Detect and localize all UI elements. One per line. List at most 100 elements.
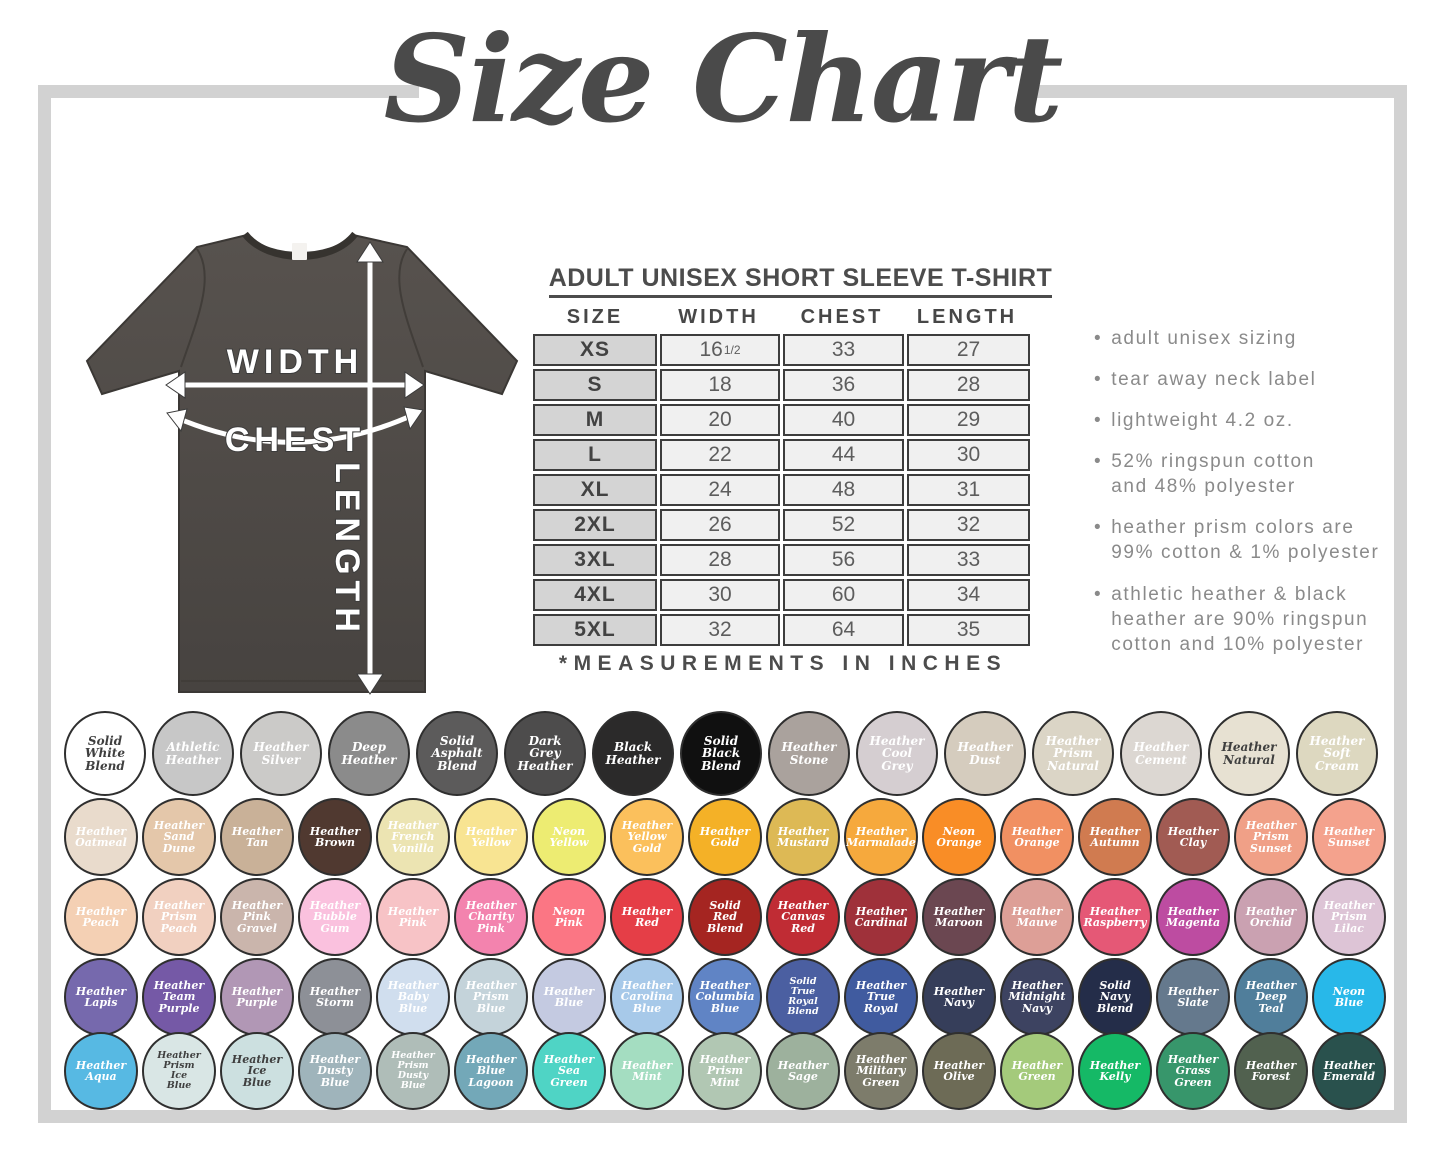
size-label-cell: XL (533, 474, 657, 506)
neck-tag (292, 243, 307, 260)
color-swatch-dark-grey-heather: Dark Grey Heather (504, 711, 586, 796)
bullet-icon: • (1094, 369, 1103, 391)
color-swatch-heather-sand-dune: Heather Sand Dune (142, 798, 216, 876)
measurement-cell: 32 (660, 614, 780, 646)
measurement-cell: 29 (907, 404, 1030, 436)
measurement-cell: 64 (783, 614, 904, 646)
color-swatch-heather-sage: Heather Sage (766, 1032, 840, 1110)
measurement-cell: 36 (783, 369, 904, 401)
color-swatch-heather-grass-green: Heather Grass Green (1156, 1032, 1230, 1110)
color-swatch-heather-prism-blue: Heather Prism Blue (454, 958, 528, 1036)
product-detail-text: tear away neck label (1111, 369, 1317, 391)
size-table-row: 2XL 26 52 32 (533, 509, 1030, 541)
measurement-cell: 44 (783, 439, 904, 471)
measurement-cell: 28 (907, 369, 1030, 401)
measurement-cell: 28 (660, 544, 780, 576)
color-swatch-heather-clay: Heather Clay (1156, 798, 1230, 876)
color-swatch-heather-slate: Heather Slate (1156, 958, 1230, 1036)
color-swatch-heather-pink-gravel: Heather Pink Gravel (220, 878, 294, 956)
color-swatch-heather-maroon: Heather Maroon (922, 878, 996, 956)
color-swatch-neon-pink: Neon Pink (532, 878, 606, 956)
border-frame (38, 85, 1407, 1123)
color-swatch-heather-prism-dusty-blue: Heather Prism Dusty Blue (376, 1032, 450, 1110)
bullet-icon: • (1094, 328, 1103, 349)
color-swatch-heather-green: Heather Green (1000, 1032, 1074, 1110)
size-label-cell: M (533, 404, 657, 436)
color-swatch-heather-true-royal: Heather True Royal (844, 958, 918, 1036)
color-swatch-heather-blue: Heather Blue (532, 958, 606, 1036)
color-swatch-heather-emerald: Heather Emerald (1312, 1032, 1386, 1110)
product-detail-text: heather prism colors are 99% cotton & 1% … (1111, 517, 1380, 564)
color-swatch-heather-lapis: Heather Lapis (64, 958, 138, 1036)
chest-arrowhead-left (166, 408, 188, 433)
size-table-row: S 18 36 28 (533, 369, 1030, 401)
chest-label: CHEST (225, 421, 365, 459)
color-swatch-heather-red: Heather Red (610, 878, 684, 956)
color-swatch-solid-asphalt-blend: Solid Asphalt Blend (416, 711, 498, 796)
product-detail-item: • tear away neck label (1094, 367, 1406, 392)
color-swatch-heather-stone: Heather Stone (768, 711, 850, 796)
size-table-body: XS 16 1/2 33 27 S 18 36 28 M 20 40 29 L 22 44 30 XL 24 48 31… (533, 334, 1030, 646)
measurement-cell: 40 (783, 404, 904, 436)
measurement-cell: 52 (783, 509, 904, 541)
color-swatch-heather-prism-lilac: Heather Prism Lilac (1312, 878, 1386, 956)
color-swatch-heather-team-purple: Heather Team Purple (142, 958, 216, 1036)
column-header-width: WIDTH (678, 306, 759, 328)
measurement-cell: 31 (907, 474, 1030, 506)
measurement-cell: 56 (783, 544, 904, 576)
color-swatch-heather-ice-blue: Heather Ice Blue (220, 1032, 294, 1110)
size-table-row: M 20 40 29 (533, 404, 1030, 436)
size-table-row: 5XL 32 64 35 (533, 614, 1030, 646)
title-gap (419, 80, 1027, 106)
color-swatch-heather-purple: Heather Purple (220, 958, 294, 1036)
color-swatch-heather-dusty-blue: Heather Dusty Blue (298, 1032, 372, 1110)
swatch-row: Heather Aqua Heather Prism Ice Blue Heather Ice… (64, 1032, 1386, 1110)
color-swatch-heather-cardinal: Heather Cardinal (844, 878, 918, 956)
color-swatch-heather-charity-pink: Heather Charity Pink (454, 878, 528, 956)
color-swatch-heather-kelly: Heather Kelly (1078, 1032, 1152, 1110)
size-table-row: 3XL 28 56 33 (533, 544, 1030, 576)
color-swatch-heather-olive: Heather Olive (922, 1032, 996, 1110)
product-detail-text: adult unisex sizing (1111, 328, 1297, 349)
color-swatch-heather-soft-cream: Heather Soft Cream (1296, 711, 1378, 796)
color-swatch-heather-bubble-gum: Heather Bubble Gum (298, 878, 372, 956)
left-armhole-seam (180, 248, 206, 368)
color-swatch-heather-autumn: Heather Autumn (1078, 798, 1152, 876)
color-swatch-neon-yellow: Neon Yellow (532, 798, 606, 876)
product-heading-wrap: ADULT UNISEX SHORT SLEEVE T-SHIRT (528, 264, 1073, 298)
measurement-cell: 20 (660, 404, 780, 436)
color-swatch-solid-white-blend: Solid White Blend (64, 711, 146, 796)
color-swatch-heather-canvas-red: Heather Canvas Red (766, 878, 840, 956)
color-swatch-heather-cement: Heather Cement (1120, 711, 1202, 796)
product-detail-text: lightweight 4.2 oz. (1111, 410, 1294, 432)
color-swatch-heather-french-vanilla: Heather French Vanilla (376, 798, 450, 876)
color-swatch-black-heather: Black Heather (592, 711, 674, 796)
product-detail-item: • 52% ringspun cotton and 48% polyester (1094, 449, 1406, 499)
width-arrowhead-right (404, 371, 425, 399)
color-swatch-neon-blue: Neon Blue (1312, 958, 1386, 1036)
size-table-header: SIZE WIDTH CHEST LENGTH (533, 306, 1030, 329)
color-swatch-heather-prism-peach: Heather Prism Peach (142, 878, 216, 956)
size-label-cell: 3XL (533, 544, 657, 576)
color-swatch-heather-mustard: Heather Mustard (766, 798, 840, 876)
color-swatch-heather-raspberry: Heather Raspberry (1078, 878, 1152, 956)
color-swatch-solid-red-blend: Solid Red Blend (688, 878, 762, 956)
color-swatch-heather-baby-blue: Heather Baby Blue (376, 958, 450, 1036)
color-swatch-heather-pink: Heather Pink (376, 878, 450, 956)
measurement-cell: 60 (783, 579, 904, 611)
color-swatch-heather-sea-green: Heather Sea Green (532, 1032, 606, 1110)
color-swatch-heather-natural: Heather Natural (1208, 711, 1290, 796)
color-swatch-heather-magenta: Heather Magenta (1156, 878, 1230, 956)
color-swatch-heather-columbia-blue: Heather Columbia Blue (688, 958, 762, 1036)
measurement-cell: 35 (907, 614, 1030, 646)
product-detail-item: • lightweight 4.2 oz. (1094, 408, 1406, 433)
color-swatch-heather-orchid: Heather Orchid (1234, 878, 1308, 956)
measurement-cell: 30 (907, 439, 1030, 471)
color-swatch-heather-mint: Heather Mint (610, 1032, 684, 1110)
chest-arrow (174, 411, 417, 445)
bullet-icon: • (1094, 451, 1103, 473)
measurement-cell: 32 (907, 509, 1030, 541)
product-detail-item: • adult unisex sizing (1094, 326, 1406, 351)
color-swatch-heather-deep-teal: Heather Deep Teal (1234, 958, 1308, 1036)
